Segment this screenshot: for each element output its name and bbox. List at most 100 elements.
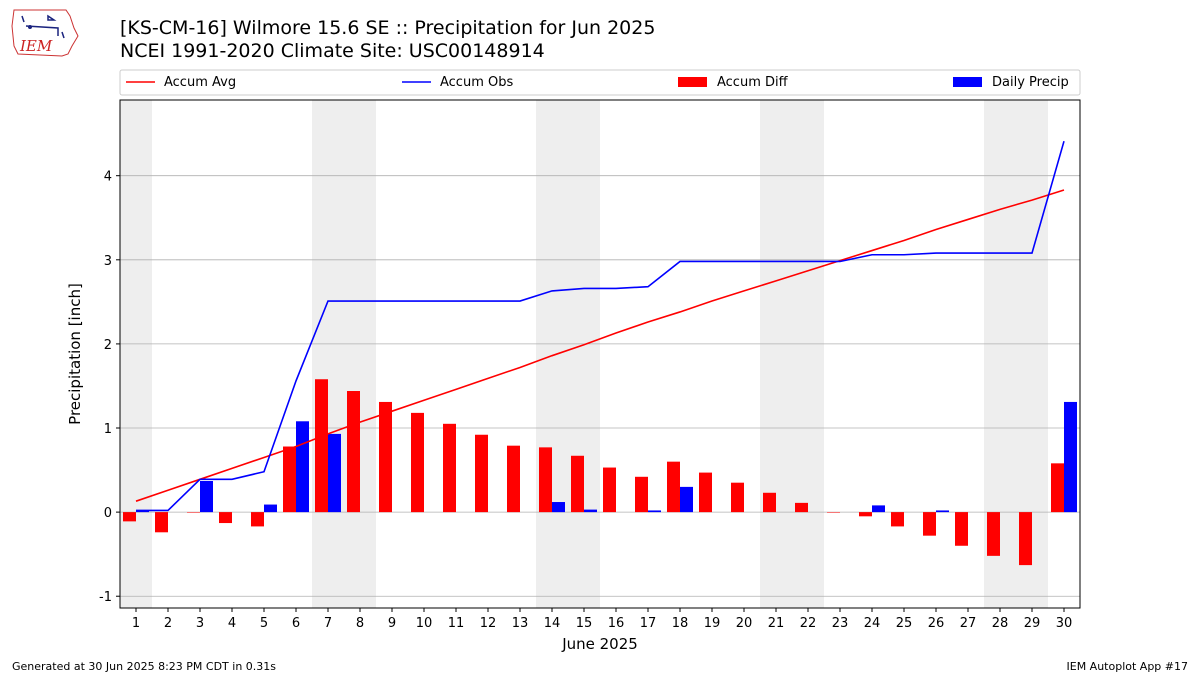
plot-frame [119,99,1081,609]
x-tick-label: 17 [640,616,657,631]
x-axis-ticks: 1 2 3 4 5 6 7 8 9 10 11 12 13 14 15 16 17 18 19 20 21 22 23 24 2… [132,608,1072,631]
iem-logo: IEM [11,9,79,57]
y-tick-label: 2 [104,338,112,353]
accum-diff-bar-day-1 [123,512,136,522]
accum-obs-line [136,140,1065,512]
chart-subtitle: NCEI 1991-2020 Climate Site: USC00148914 [120,40,545,62]
accum-diff-bar-day-23 [827,512,840,513]
legend-box [119,69,1081,96]
x-tick-label: 18 [672,616,689,631]
x-tick-label: 21 [768,616,785,631]
x-tick-label: 15 [576,616,593,631]
accum-diff-bar-day-11 [443,423,456,513]
legend-label-accum-avg: Accum Avg [164,75,236,90]
daily-precip-bar-day-7 [328,433,341,513]
accum-diff-bar-day-3 [187,512,200,513]
x-tick-label: 7 [324,616,332,631]
weather-station-icon [21,14,65,39]
daily-precip-bar-day-26 [936,510,949,513]
x-tick-label: 14 [544,616,561,631]
accum-diff-bar-day-9 [379,401,392,513]
weekend-band-day-15 [568,100,600,608]
accum-diff-bar-day-7 [315,379,328,513]
daily-precip-bar-day-1 [136,510,149,513]
daily-precip-bar-day-5 [264,504,277,513]
y-axis-ticks: -1 0 1 2 3 4 [99,170,120,605]
accum-diff-bar-day-2 [155,512,168,533]
x-tick-label: 30 [1056,616,1073,631]
x-tick-label: 6 [292,616,300,631]
accum-diff-bar-day-14 [539,447,552,513]
x-tick-label: 16 [608,616,625,631]
iowa-outline-icon [11,9,79,57]
weekend-band-day-1 [120,100,152,608]
bars [123,379,1077,566]
accum-diff-bar-day-12 [475,434,488,513]
x-tick-label: 25 [896,616,913,631]
x-axis-label: June 2025 [561,635,638,653]
accum-diff-bar-day-29 [1019,512,1032,566]
x-tick-label: 24 [864,616,881,631]
legend-label-accum-diff: Accum Diff [717,75,789,90]
legend-label-daily-precip: Daily Precip [992,75,1069,90]
x-tick-label: 11 [448,616,465,631]
accum-diff-bar-day-5 [251,512,264,527]
x-tick-label: 19 [704,616,721,631]
x-tick-label: 20 [736,616,753,631]
daily-precip-bar-day-30 [1064,401,1077,513]
accum-diff-bar-day-24 [859,512,872,517]
y-tick-label: -1 [99,590,112,605]
accum-diff-bar-day-22 [795,502,808,513]
y-tick-label: 0 [104,506,112,521]
y-tick-label: 1 [104,422,112,437]
accum-diff-bar-day-27 [955,512,968,546]
app-credit: IEM Autoplot App #17 [1066,660,1189,673]
x-tick-label: 27 [960,616,977,631]
legend-swatch-daily-precip [953,77,982,87]
chart-title: [KS-CM-16] Wilmore 15.6 SE :: Precipitat… [120,17,656,39]
weekend-band-day-8 [344,100,376,608]
x-tick-label: 8 [356,616,364,631]
accum-diff-bar-day-20 [731,482,744,513]
x-tick-label: 13 [512,616,529,631]
accum-diff-bar-day-25 [891,512,904,527]
x-tick-label: 28 [992,616,1009,631]
y-tick-label: 4 [104,170,112,185]
x-tick-label: 10 [416,616,433,631]
x-tick-label: 29 [1024,616,1041,631]
y-axis-label: Precipitation [inch] [66,283,84,425]
x-tick-label: 22 [800,616,817,631]
weekend-band-day-7 [312,100,344,608]
accum-diff-bar-day-26 [923,512,936,536]
daily-precip-bar-day-18 [680,486,693,513]
daily-precip-bar-day-14 [552,502,565,513]
accum-diff-bar-day-16 [603,467,616,513]
daily-precip-bar-day-15 [584,509,597,513]
daily-precip-bar-day-3 [200,481,213,513]
accum-diff-bar-day-28 [987,512,1000,556]
x-tick-label: 26 [928,616,945,631]
weekend-band-day-14 [536,100,568,608]
accum-diff-bar-day-13 [507,445,520,513]
accum-diff-bar-day-18 [667,461,680,513]
daily-precip-bar-day-24 [872,505,885,513]
x-tick-label: 4 [228,616,236,631]
legend-label-accum-obs: Accum Obs [440,75,513,90]
weekend-band-day-21 [760,100,792,608]
weekend-shading [120,100,1048,608]
x-tick-label: 23 [832,616,849,631]
lines [135,140,1065,512]
accum-avg-line [135,189,1065,502]
accum-diff-bar-day-17 [635,476,648,513]
x-tick-label: 5 [260,616,268,631]
accum-diff-bar-day-8 [347,391,360,513]
x-tick-label: 9 [388,616,396,631]
accum-diff-bar-day-15 [571,455,584,513]
accum-diff-bar-day-6 [283,446,296,513]
y-tick-label: 3 [104,254,112,269]
accum-diff-bar-day-19 [699,472,712,513]
daily-precip-bar-day-17 [648,510,661,513]
daily-precip-bar-day-6 [296,421,309,513]
weekend-band-day-22 [792,100,824,608]
